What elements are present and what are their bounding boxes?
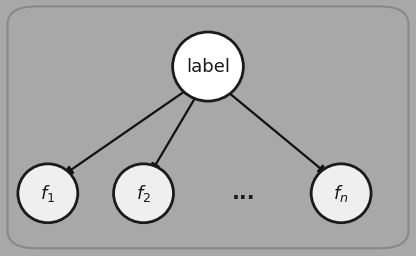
Text: $f_{n}$: $f_{n}$ [333, 183, 349, 204]
FancyBboxPatch shape [7, 6, 409, 248]
Ellipse shape [311, 164, 371, 223]
Text: ...: ... [232, 183, 255, 203]
Text: $f_{2}$: $f_{2}$ [136, 183, 151, 204]
Ellipse shape [173, 32, 243, 101]
Text: label: label [186, 58, 230, 76]
Ellipse shape [18, 164, 78, 223]
Ellipse shape [114, 164, 173, 223]
Text: $f_{1}$: $f_{1}$ [40, 183, 55, 204]
